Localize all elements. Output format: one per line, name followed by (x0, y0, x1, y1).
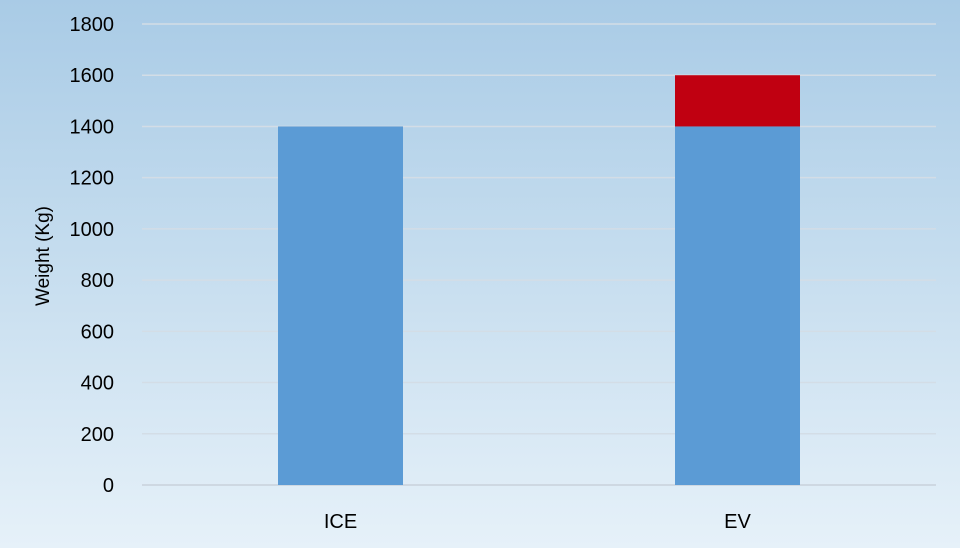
bar-ev-segment-1 (675, 126, 800, 485)
y-tick-label: 400 (81, 373, 114, 395)
y-tick-label: 0 (103, 475, 114, 497)
y-tick-label: 800 (81, 270, 114, 292)
y-tick-label: 600 (81, 321, 114, 343)
y-axis-title: Weight (Kg) (33, 206, 54, 306)
y-tick-label: 1000 (70, 219, 115, 241)
bars (278, 75, 800, 485)
y-tick-label: 1600 (70, 65, 115, 87)
y-tick-label: 200 (81, 424, 114, 446)
bar-ev-segment-2 (675, 75, 800, 127)
gridlines (142, 23, 936, 486)
y-tick-label: 1800 (70, 14, 115, 36)
x-axis-ticks: ICE EV (324, 511, 752, 533)
x-tick-label: EV (724, 511, 751, 533)
bar-ice-segment-1 (278, 126, 403, 485)
x-tick-label: ICE (324, 511, 357, 533)
y-tick-label: 1200 (70, 168, 115, 190)
y-tick-label: 1400 (70, 116, 115, 138)
y-axis-ticks: 0 200 400 600 800 1000 1200 1400 1600 1800 (70, 14, 115, 497)
